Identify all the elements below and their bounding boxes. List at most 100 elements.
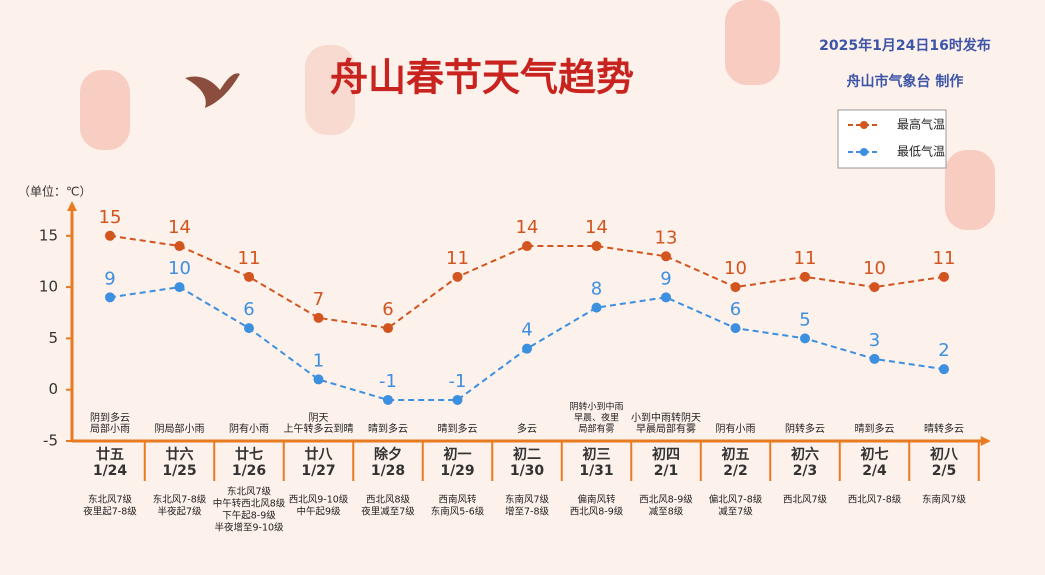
weather-text: 阴有小雨 (229, 422, 269, 435)
lunar-label: 初三 (583, 446, 611, 463)
x-tick-label: 1/25 (162, 463, 196, 479)
data-label: 6 (730, 299, 741, 320)
x-tick-label: 2/5 (932, 463, 957, 479)
point (730, 323, 741, 334)
point (869, 282, 880, 293)
weather-text: 阴天 (309, 412, 329, 424)
point (661, 251, 671, 262)
data-label: 10 (863, 258, 886, 279)
data-label: 6 (243, 299, 254, 320)
data-label: 11 (446, 248, 469, 269)
y-tick-label: -5 (43, 432, 58, 450)
weather-text: 阴转小到中雨 (569, 401, 623, 413)
data-label: 7 (313, 289, 324, 310)
weather-text: 阴有小雨 (716, 422, 756, 435)
wind-text: 下午起8-9级 (222, 510, 276, 522)
point (591, 241, 602, 252)
y-tick-label: 5 (48, 329, 58, 347)
lantern (945, 150, 995, 230)
point (313, 374, 324, 385)
data-label: 2 (938, 340, 949, 361)
chart-title: 舟山春节天气趋势 (330, 56, 634, 100)
wind-text: 中午转西北风8级 (213, 498, 286, 510)
producer: 舟山市气象台 制作 (847, 73, 964, 90)
wind-text: 增至7-8级 (505, 506, 550, 518)
data-label: 4 (521, 320, 532, 341)
wind-text: 偏北风7-8级 (709, 494, 763, 506)
swallow-icon (185, 73, 240, 108)
point (244, 323, 254, 334)
point (174, 241, 185, 252)
data-label: 10 (724, 258, 747, 279)
lunar-label: 初五 (722, 446, 750, 463)
point (452, 271, 463, 282)
weather-text: 多云 (517, 422, 537, 435)
weather-text: 晴到多云 (368, 422, 408, 435)
y-tick-label: 15 (39, 226, 58, 244)
lunar-label: 廿六 (166, 446, 194, 463)
wind-text: 东北风7级 (227, 486, 272, 498)
x-tick-label: 1/24 (93, 463, 128, 479)
wind-text: 西南风转 (438, 494, 477, 506)
point (244, 271, 254, 282)
lunar-label: 廿五 (96, 446, 124, 463)
point (174, 282, 185, 293)
legend-label: 最高气温 (897, 117, 945, 132)
point (452, 394, 463, 405)
point (522, 241, 532, 252)
x-tick-label: 1/26 (232, 463, 266, 479)
data-label: 13 (655, 227, 678, 248)
weather-text: 小到中雨转阴天 (631, 411, 701, 424)
point (105, 292, 115, 303)
lunar-label: 初六 (791, 446, 819, 463)
wind-text: 西北风7级 (783, 494, 828, 506)
wind-text: 夜里减至7级 (361, 506, 415, 518)
lunar-label: 初七 (861, 446, 889, 463)
lantern (80, 70, 130, 150)
data-label: 10 (168, 258, 191, 279)
wind-text: 偏南风转 (577, 494, 616, 506)
data-label: -1 (449, 371, 467, 392)
data-label: 9 (104, 268, 115, 289)
x-tick-label: 1/28 (371, 463, 405, 479)
x-tick-label: 1/31 (579, 463, 613, 479)
data-label: 1 (313, 350, 324, 371)
legend-box (837, 109, 947, 169)
point (800, 333, 810, 344)
data-label: 15 (99, 207, 122, 228)
lunar-label: 初二 (513, 446, 541, 463)
x-tick-label: 2/4 (862, 463, 887, 479)
lantern (725, 0, 780, 85)
wind-text: 减至7级 (718, 506, 753, 518)
wind-text: 西北风8级 (366, 494, 411, 506)
legend-label: 最低气温 (897, 144, 945, 159)
x-tick-label: 2/3 (793, 463, 818, 479)
legend-marker (860, 148, 868, 156)
x-tick-label: 1/29 (440, 463, 474, 479)
weather-text: 早晨局部有雾 (636, 422, 696, 435)
wind-text: 东北风7级 (88, 494, 133, 506)
point (522, 343, 532, 354)
data-label: 14 (516, 217, 539, 238)
wind-text: 西北风8-9级 (570, 506, 624, 518)
unit-label: （单位：℃） (18, 184, 91, 199)
wind-text: 西北风7-8级 (848, 494, 902, 506)
wind-text: 东北风7-8级 (153, 494, 207, 506)
weather-text: 局部小雨 (90, 422, 130, 435)
point (939, 271, 949, 282)
wind-text: 中午起9级 (296, 506, 341, 518)
point (383, 323, 393, 334)
y-tick-label: 0 (48, 380, 58, 398)
series-line (109, 286, 945, 401)
wind-text: 半夜起7级 (157, 506, 202, 518)
data-label: 11 (238, 248, 261, 269)
data-label: -1 (379, 371, 397, 392)
point (869, 353, 880, 364)
lunar-label: 初八 (930, 446, 959, 463)
data-label: 9 (660, 268, 671, 289)
y-axis-arrow (67, 201, 77, 211)
lantern (305, 45, 355, 135)
point (105, 230, 115, 241)
x-tick-label: 2/1 (654, 463, 679, 479)
